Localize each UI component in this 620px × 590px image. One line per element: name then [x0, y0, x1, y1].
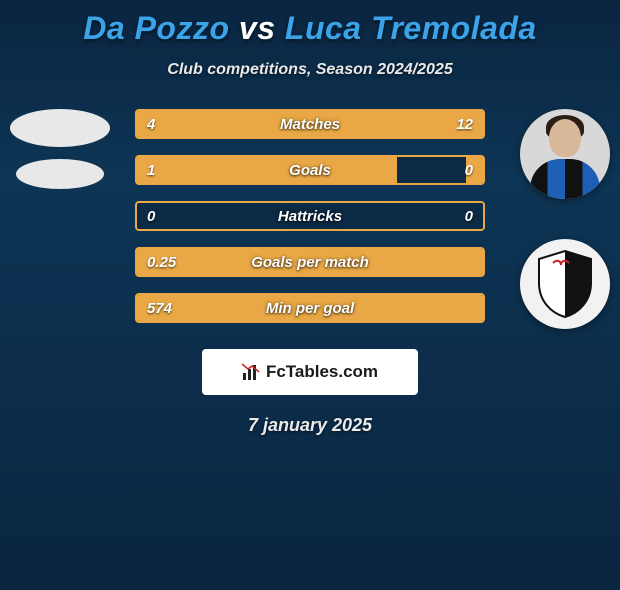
- player1-placeholder: [10, 109, 110, 147]
- bar-label: Goals per match: [137, 249, 483, 275]
- player2-face: [549, 119, 581, 157]
- player2-jersey: [530, 159, 600, 199]
- player2-photo: [520, 109, 610, 199]
- left-avatars: [10, 109, 110, 189]
- bar-label: Goals: [137, 157, 483, 183]
- stat-bar-row: 412Matches: [135, 109, 485, 139]
- club2-crest: [520, 239, 610, 329]
- bar-chart-icon: [242, 363, 260, 381]
- branding-text: FcTables.com: [266, 362, 378, 382]
- date-text: 7 january 2025: [0, 415, 620, 436]
- right-avatars: [520, 109, 610, 329]
- stat-bar-row: 10Goals: [135, 155, 485, 185]
- bar-label: Min per goal: [137, 295, 483, 321]
- subtitle: Club competitions, Season 2024/2025: [0, 61, 620, 79]
- club1-placeholder: [16, 159, 104, 189]
- stat-bars: 412Matches 10Goals 00Hattricks 0.25Goals pe…: [135, 109, 485, 323]
- stat-bar-row: 00Hattricks: [135, 201, 485, 231]
- title-vs: vs: [239, 10, 276, 46]
- stat-bar-row: 0.25Goals per match: [135, 247, 485, 277]
- bar-label: Hattricks: [137, 203, 483, 229]
- title-player2: Luca Tremolada: [285, 10, 537, 46]
- content-area: 412Matches 10Goals 00Hattricks 0.25Goals pe…: [0, 109, 620, 436]
- title-player1: Da Pozzo: [83, 10, 229, 46]
- shield-icon: [535, 249, 595, 319]
- page-title: Da Pozzo vs Luca Tremolada: [0, 10, 620, 47]
- stat-bar-row: 574Min per goal: [135, 293, 485, 323]
- bar-label: Matches: [137, 111, 483, 137]
- branding-badge: FcTables.com: [202, 349, 418, 395]
